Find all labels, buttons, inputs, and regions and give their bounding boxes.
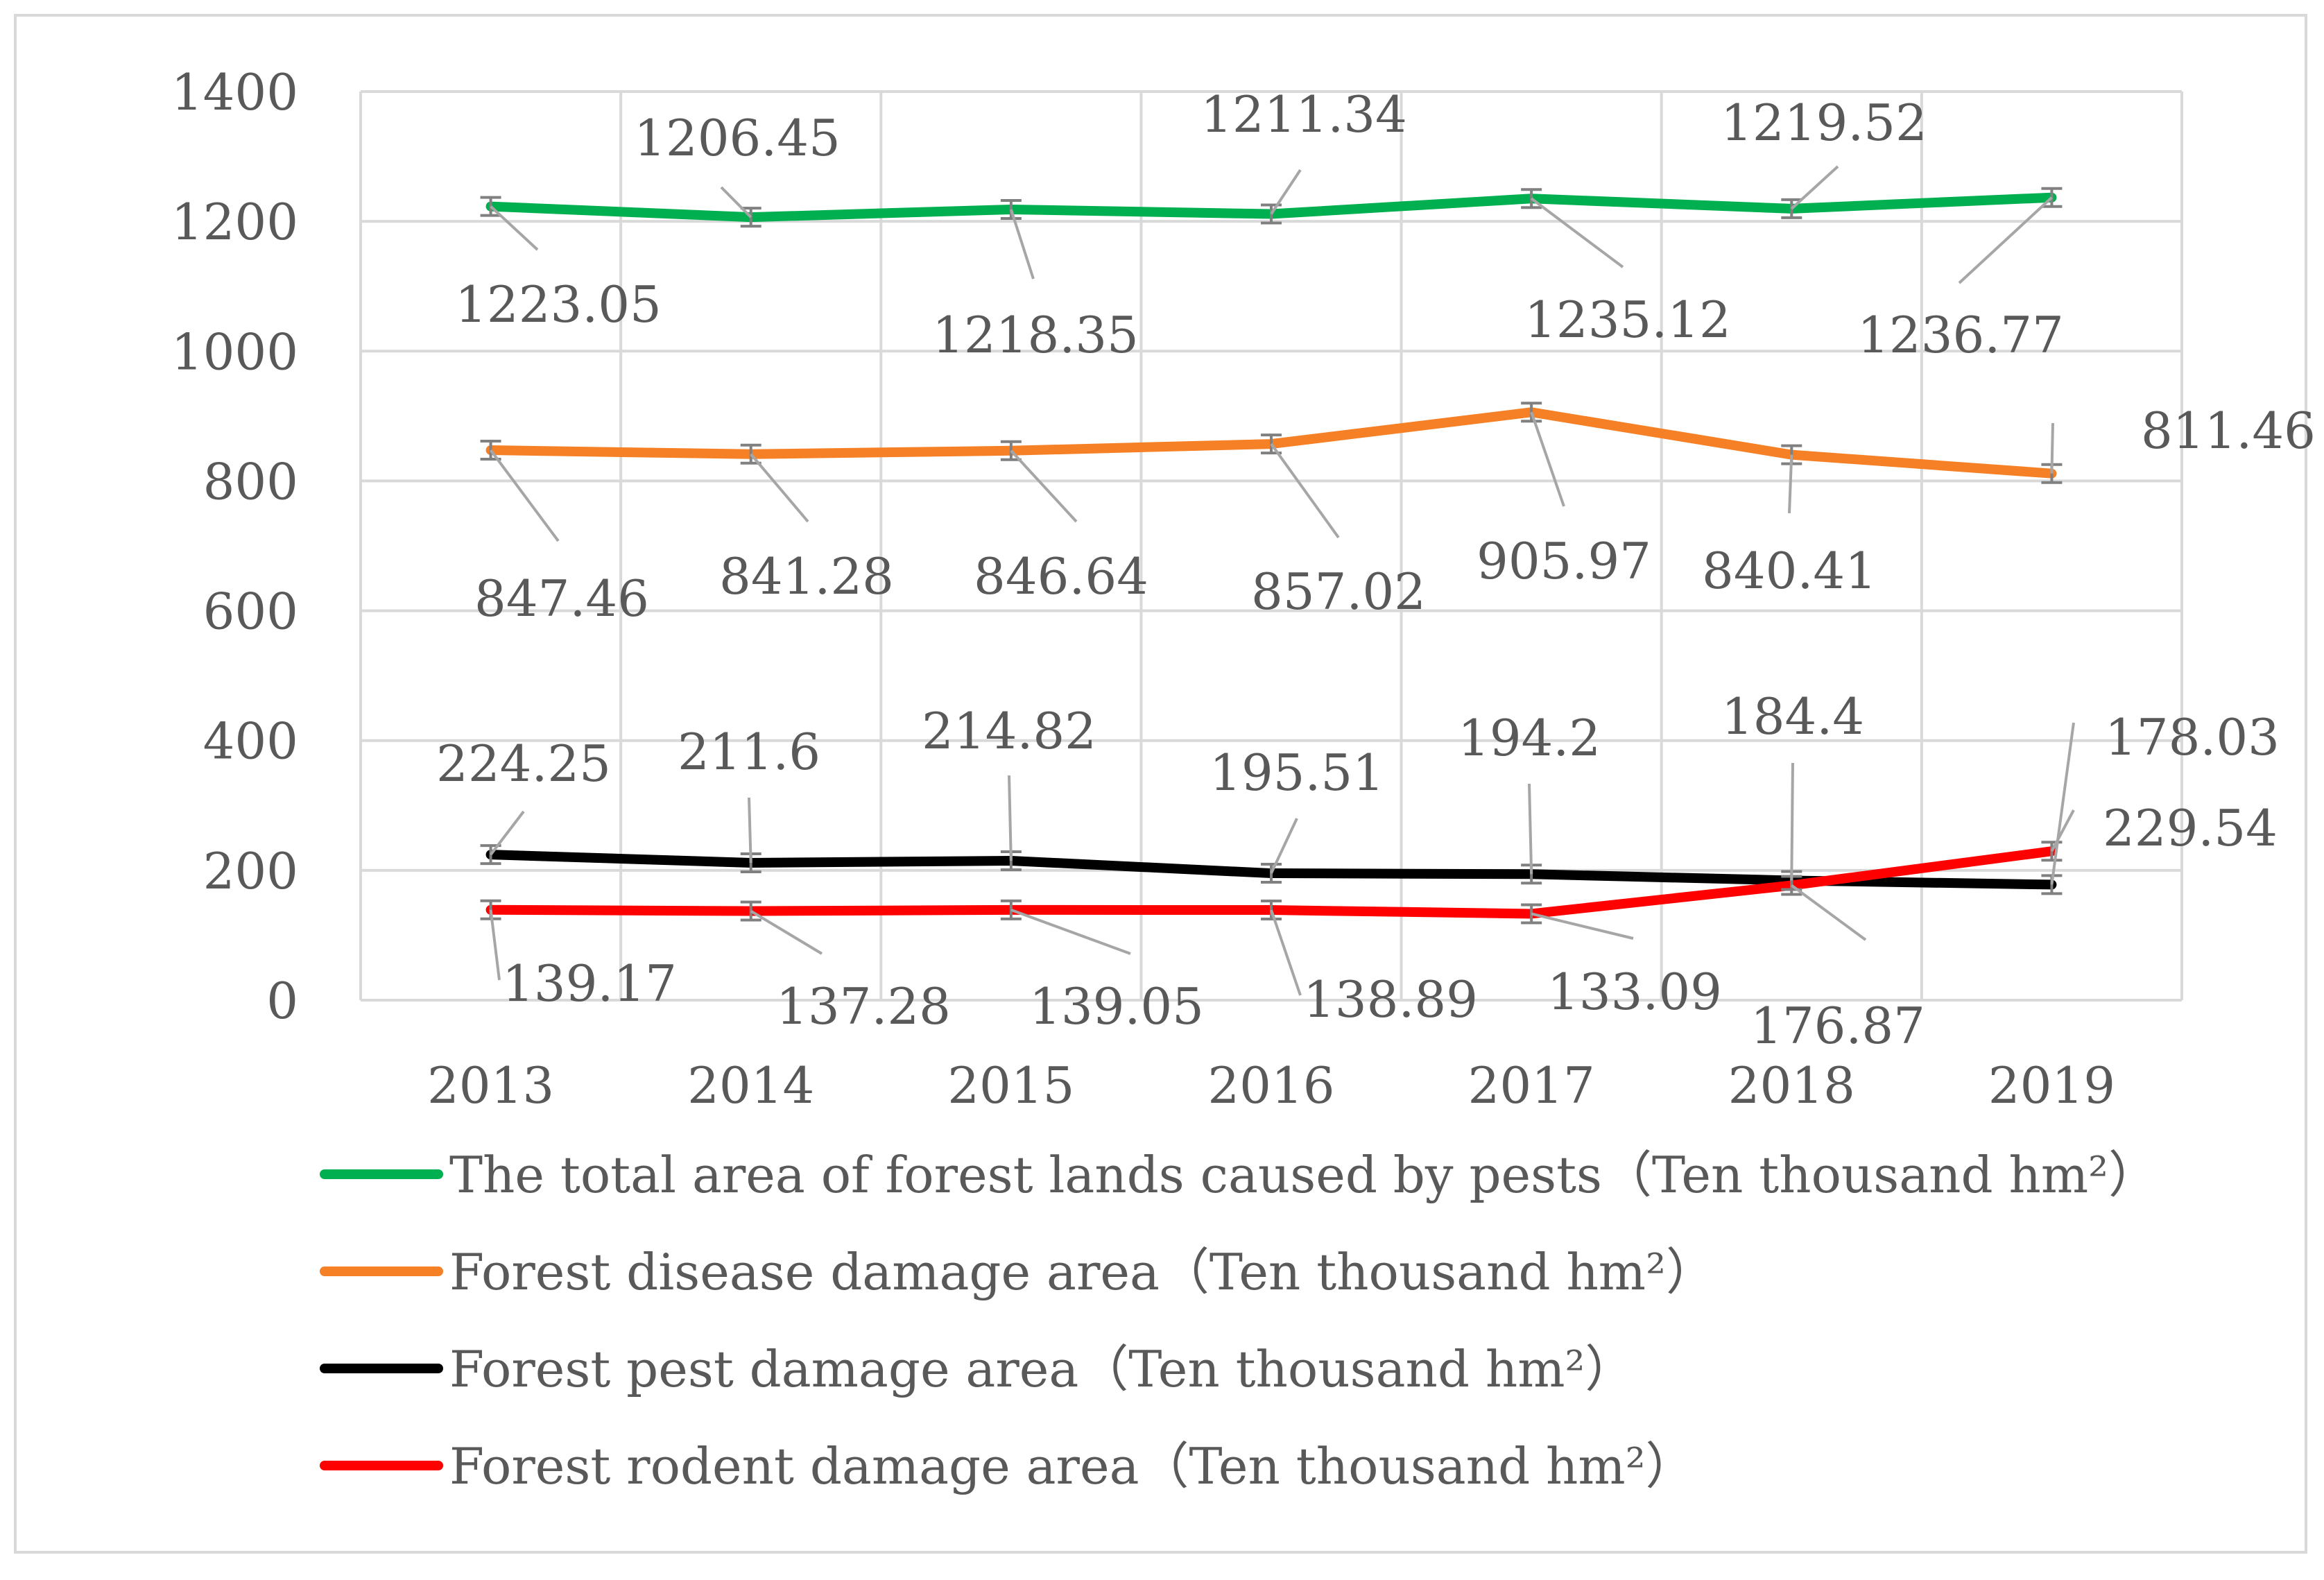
data-label: 138.89	[1303, 970, 1478, 1029]
y-tick-label: 1400	[171, 63, 298, 121]
legend-label: Forest disease damage area（Ten thousand …	[449, 1243, 1716, 1301]
chart-frame	[14, 14, 2307, 1554]
leader-line	[1530, 411, 1565, 507]
data-label: 214.82	[922, 702, 1096, 760]
y-tick-label: 0	[266, 972, 298, 1030]
y-tick-label: 800	[203, 452, 298, 510]
data-label: 194.2	[1458, 709, 1601, 767]
data-label: 846.64	[974, 547, 1148, 606]
data-label: 847.46	[474, 569, 649, 628]
y-tick-label: 400	[203, 712, 298, 771]
leader-line	[1790, 165, 1839, 210]
data-label: 133.09	[1547, 963, 1722, 1021]
data-labels: 1223.05 1206.45 1218.35 1211.34 1235.12 1219.…	[436, 85, 2316, 1055]
legend-label: Forest rodent damage area（Ten thousand h…	[449, 1437, 1696, 1495]
x-tick-label: 2017	[1468, 1056, 1595, 1115]
leader-line	[2050, 722, 2075, 885]
data-label: 1211.34	[1200, 85, 1407, 144]
data-label: 811.46	[2141, 402, 2316, 460]
data-label: 176.87	[1750, 997, 1925, 1055]
data-label: 905.97	[1477, 532, 1651, 590]
data-label: 1235.12	[1524, 291, 1731, 349]
y-axis-tick-labels: 0 200 400 600 800 1000 1200 1400	[171, 63, 298, 1030]
x-axis-tick-labels: 2013 2014 2015 2016 2017 2018 2019	[427, 1056, 2115, 1115]
leader-line	[1009, 209, 1035, 280]
leader-line	[750, 909, 823, 955]
leader-line	[2050, 422, 2054, 474]
leader-line	[1790, 762, 1794, 881]
leader-line	[489, 449, 560, 542]
x-tick-label: 2019	[1988, 1056, 2115, 1115]
data-label: 137.28	[776, 977, 951, 1036]
leader-line	[1788, 454, 1793, 514]
leader-line	[1958, 196, 2053, 284]
x-tick-label: 2013	[427, 1056, 554, 1115]
legend-label: The total area of forest lands caused by…	[449, 1146, 2158, 1204]
data-label: 841.28	[719, 547, 894, 606]
data-label: 139.17	[502, 954, 677, 1013]
data-label: 229.54	[2103, 799, 2278, 857]
leader-line	[1270, 443, 1340, 539]
x-tick-label: 2016	[1207, 1056, 1334, 1115]
leader-line	[2050, 809, 2075, 852]
data-label: 1219.52	[1721, 94, 1927, 152]
data-label: 211.6	[678, 723, 820, 781]
data-label: 840.41	[1702, 542, 1877, 600]
y-tick-label: 1000	[171, 323, 298, 381]
data-label: 184.4	[1721, 687, 1864, 746]
legend: The total area of forest lands caused by…	[320, 1146, 2158, 1495]
leader-line	[748, 797, 752, 864]
y-tick-label: 200	[203, 842, 298, 900]
leader-line	[1528, 783, 1533, 875]
leader-line	[489, 810, 525, 856]
data-label: 1206.45	[634, 109, 841, 167]
legend-label: Forest pest damage area（Ten thousand hm²…	[449, 1340, 1635, 1398]
leader-line	[1270, 818, 1298, 874]
error-bars	[480, 187, 2063, 925]
data-label: 1223.05	[455, 275, 662, 334]
leader-line	[489, 909, 501, 981]
x-tick-label: 2014	[687, 1056, 814, 1115]
leader-line	[1010, 909, 1131, 955]
data-label: 139.05	[1029, 977, 1204, 1036]
leader-line	[1008, 775, 1013, 861]
x-tick-label: 2018	[1728, 1056, 1855, 1115]
leader-line	[1531, 912, 1634, 940]
y-tick-label: 600	[203, 583, 298, 641]
leader-line	[1010, 449, 1078, 523]
leader-line	[750, 453, 809, 523]
leader-line	[1270, 169, 1302, 215]
gridlines	[359, 90, 2183, 1002]
data-label: 857.02	[1251, 563, 1426, 621]
leader-line	[720, 186, 752, 218]
data-label: 195.51	[1210, 744, 1384, 802]
data-label: 178.03	[2105, 708, 2280, 766]
y-tick-label: 1200	[171, 193, 298, 251]
x-tick-label: 2015	[947, 1056, 1074, 1115]
data-label: 1236.77	[1857, 306, 2064, 364]
leader-line	[490, 205, 539, 251]
leader-line	[1530, 197, 1624, 268]
data-label: 1218.35	[932, 306, 1139, 364]
leader-line	[1791, 884, 1867, 941]
data-label: 224.25	[436, 735, 611, 793]
leader-line	[1270, 909, 1302, 996]
